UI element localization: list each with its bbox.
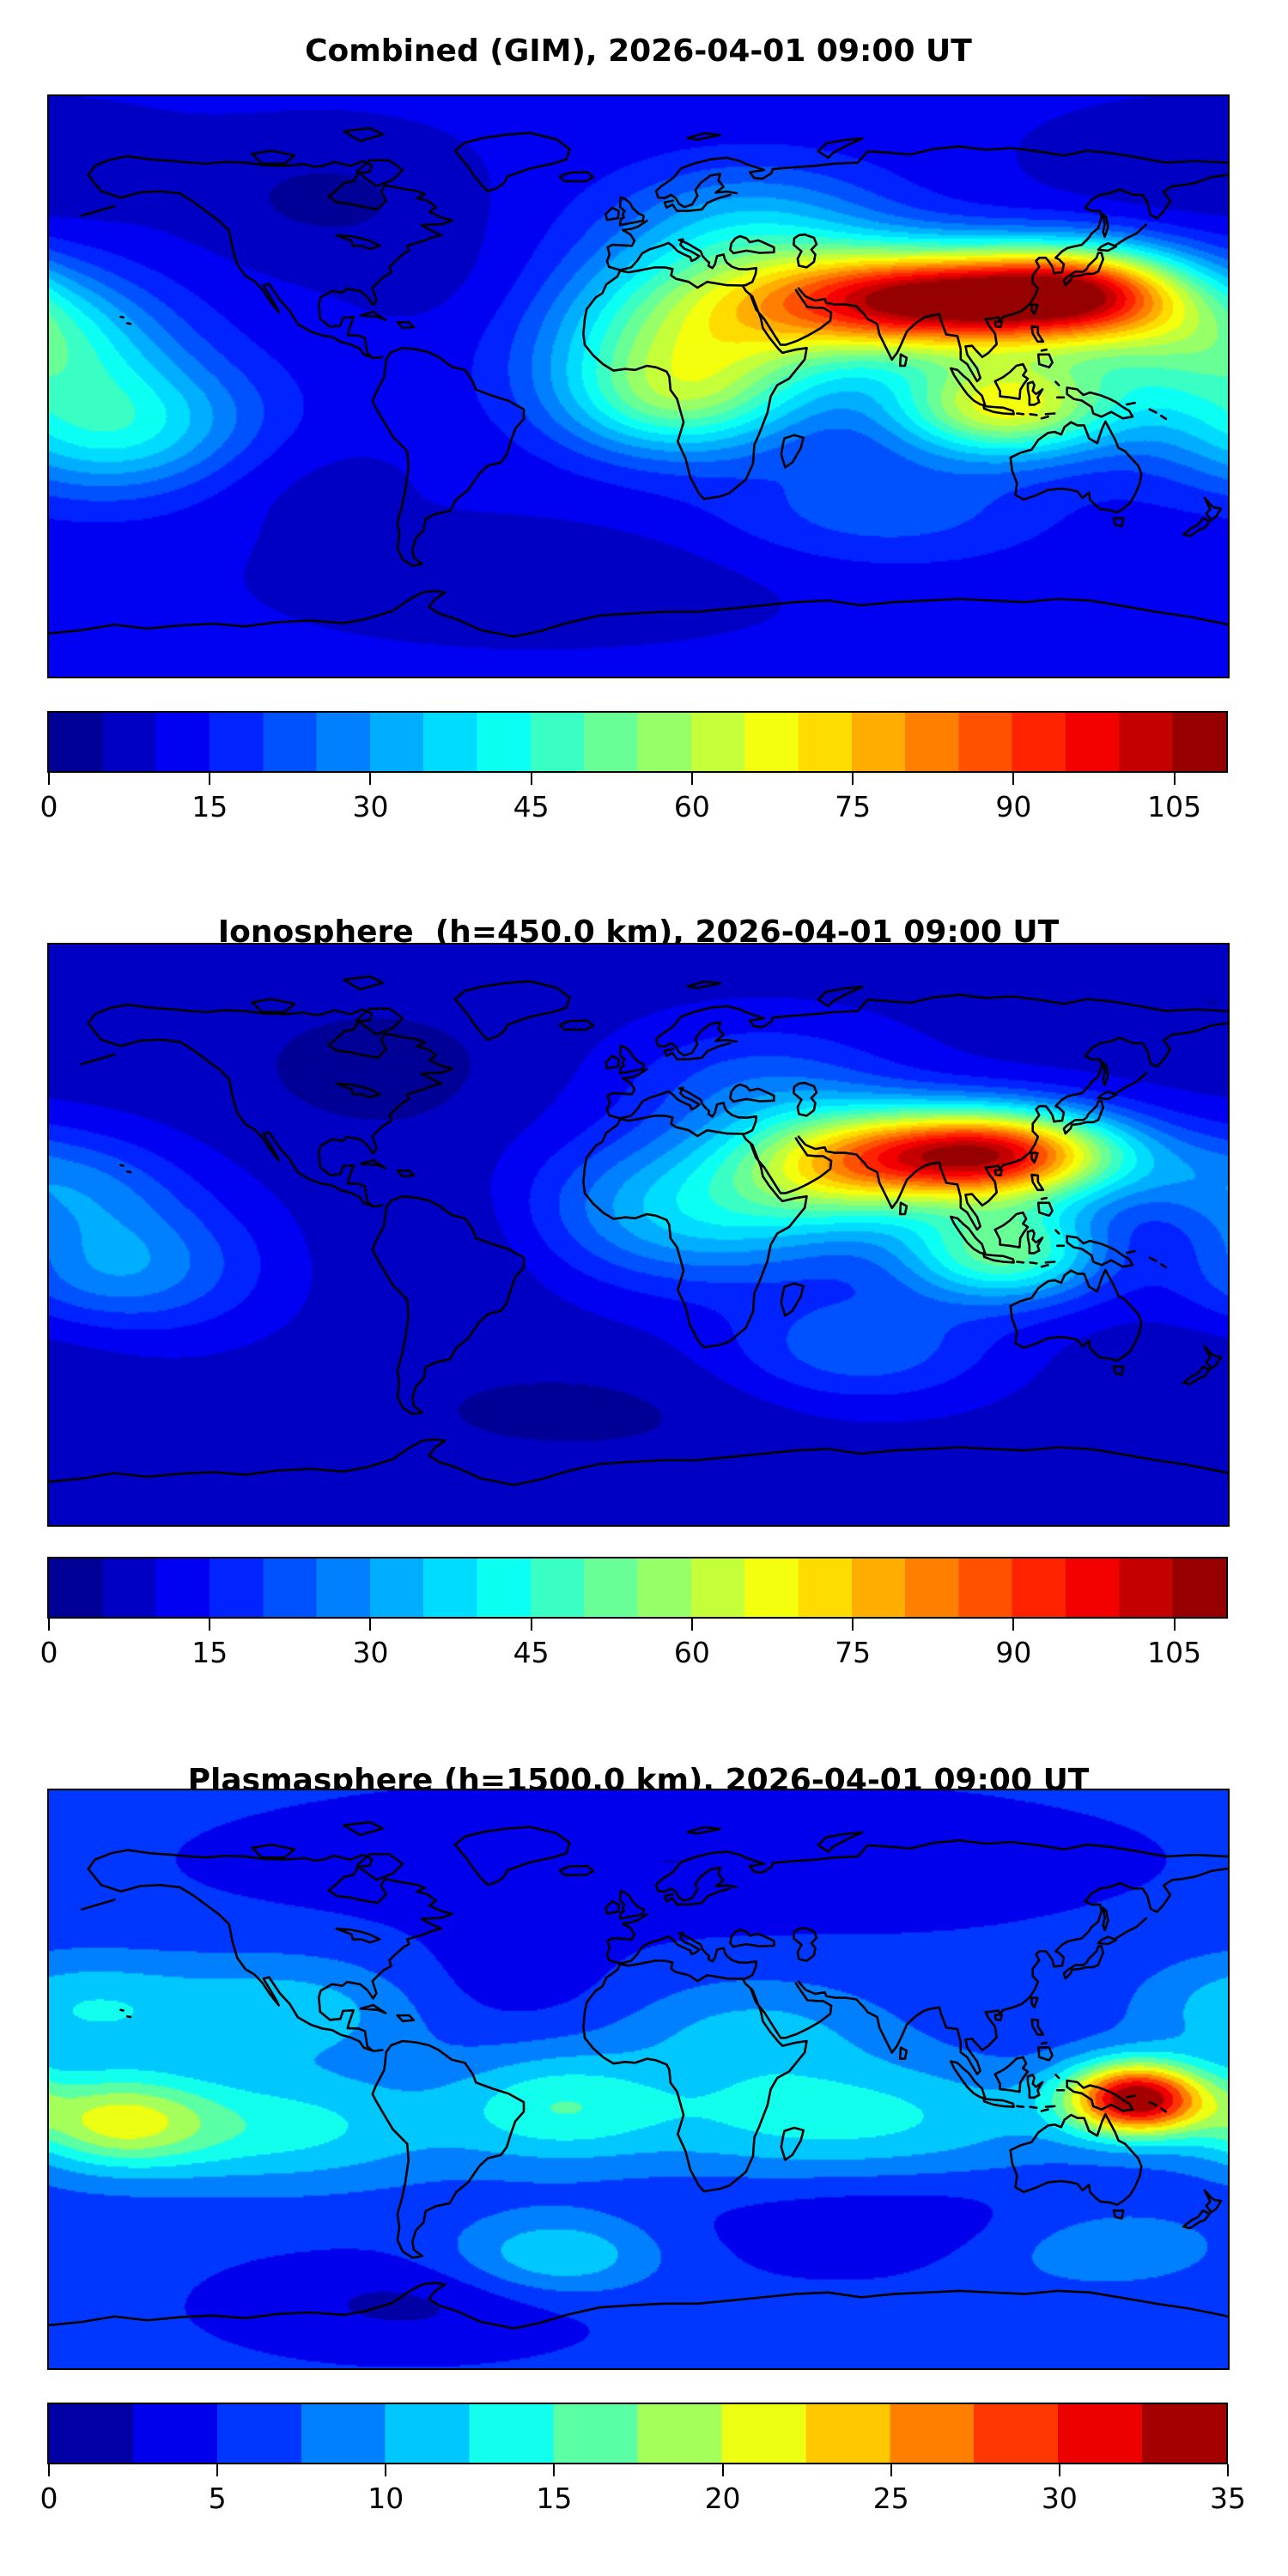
colorbar-canvas [49,2404,1226,2463]
colorbar-tick-label: 45 [513,1636,550,1669]
coastlines-overlay [49,126,1228,638]
colorbar-tick-label: 90 [995,790,1032,823]
colorbar-tick-mark [890,2464,892,2476]
colorbar-tick-label: 30 [1041,2482,1078,2515]
colorbar-tick-label: 10 [368,2482,404,2515]
colorbar-canvas [49,1558,1226,1617]
colorbar-tick-label: 15 [191,790,228,823]
colorbar-tick-mark [48,773,50,785]
colorbar-strip [47,1557,1228,1619]
colorbar-tick-label: 25 [872,2482,909,2515]
colorbar-tick-label: 20 [704,2482,741,2515]
colorbar-tick-mark [369,1619,372,1631]
colorbar-tick-label: 75 [835,1636,872,1669]
map-combined-gim [47,94,1230,678]
colorbar-tick-mark [1012,1619,1015,1631]
colorbar-tick-label: 5 [208,2482,227,2515]
tec-field-canvas-plasmasphere [49,1790,1228,2368]
colorbar-tick-mark [1227,2464,1229,2476]
colorbar-tick-label: 0 [39,1636,58,1669]
colorbar-tick-label: 45 [513,790,550,823]
colorbar-tick-mark [209,773,211,785]
colorbar-tick-label: 0 [39,790,58,823]
colorbar-plasmasphere: 0 5 10 15 20 25 30 35 [40,2403,1246,2533]
colorbar-strip [47,711,1228,773]
colorbar-tick-label: 35 [1210,2482,1246,2515]
colorbar-strip [47,2403,1228,2464]
tec-field-canvas-combined [49,96,1228,677]
colorbar-tick-mark [1012,773,1015,785]
colorbar-tick-label: 90 [995,1636,1032,1669]
colorbar-tick-label: 60 [673,790,710,823]
colorbar-combined: 0 15 30 45 60 75 90 105 [40,711,1228,841]
coastline-path [49,126,1228,638]
coastline-path [49,1820,1228,2330]
colorbar-tick-label: 0 [39,2482,58,2515]
colorbar-tick-mark [1173,1619,1176,1631]
colorbar-tick-mark [530,773,532,785]
colorbar-tick-label: 105 [1147,790,1202,823]
colorbar-tick-mark [48,1619,50,1631]
map-ionosphere [47,943,1230,1527]
colorbar-tick-label: 60 [673,1636,710,1669]
colorbar-tick-mark [216,2464,219,2476]
colorbar-tick-label: 30 [352,790,389,823]
panel-title-combined: Combined (GIM), 2026-04-01 09:00 UT [305,33,972,69]
colorbar-tick-label: 75 [835,790,872,823]
colorbar-tick-label: 15 [191,1636,228,1669]
colorbar-tick-label: 15 [536,2482,573,2515]
colorbar-canvas [49,713,1226,771]
colorbar-tick-label: 105 [1147,1636,1202,1669]
colorbar-tick-mark [690,1619,693,1631]
colorbar-tick-mark [1173,773,1176,785]
colorbar-tick-mark [690,773,693,785]
colorbar-tick-mark [553,2464,556,2476]
colorbar-tick-mark [852,773,854,785]
map-plasmasphere [47,1789,1230,2370]
colorbar-tick-mark [209,1619,211,1631]
colorbar-tick-mark [852,1619,854,1631]
colorbar-tick-mark [721,2464,724,2476]
coastline-path [49,975,1228,1486]
colorbar-tick-mark [530,1619,532,1631]
colorbar-tick-mark [1058,2464,1060,2476]
colorbar-ionosphere: 0 15 30 45 60 75 90 105 [40,1557,1228,1687]
colorbar-tick-mark [385,2464,387,2476]
colorbar-tick-label: 30 [352,1636,389,1669]
coastlines-overlay [49,975,1228,1486]
colorbar-tick-mark [369,773,372,785]
tec-field-canvas-ionosphere [49,945,1228,1525]
coastlines-overlay [49,1820,1228,2330]
colorbar-tick-mark [48,2464,50,2476]
